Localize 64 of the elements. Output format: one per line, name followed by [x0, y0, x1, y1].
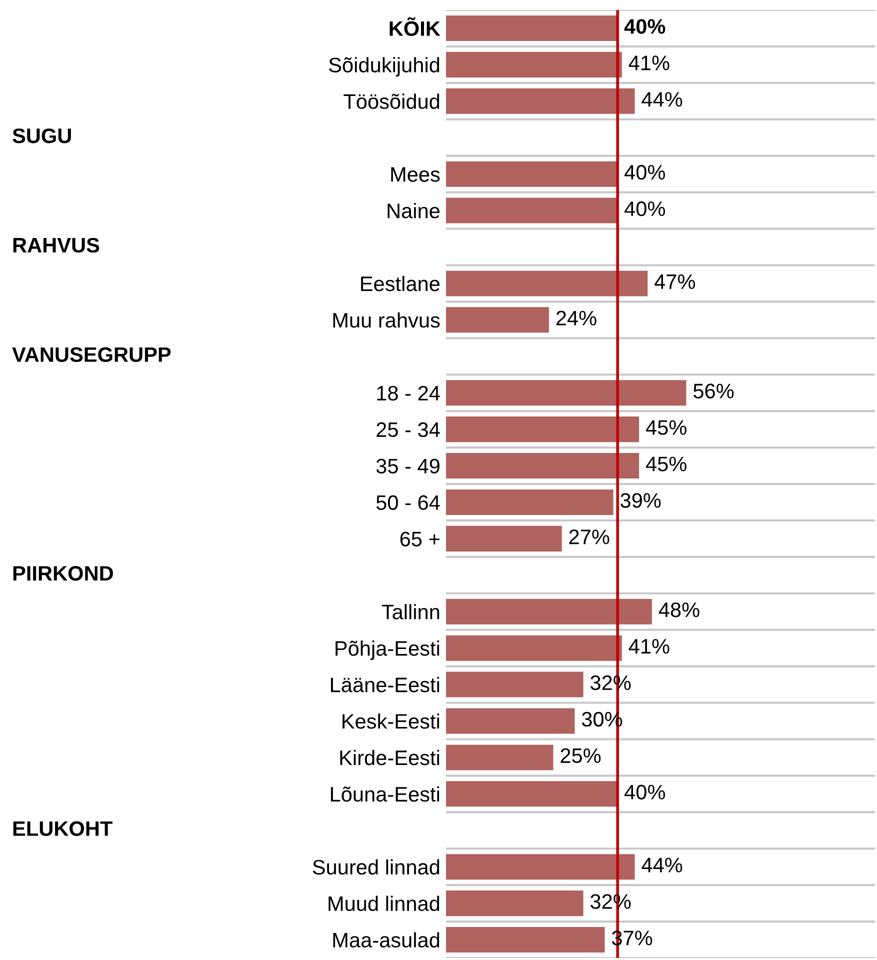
y-tick-label: Eestlane	[361, 276, 440, 292]
bar	[446, 672, 584, 698]
y-tick-label: Kesk-Eesti	[342, 713, 440, 729]
y-tick-label: 25 - 34	[376, 422, 440, 438]
y-tick-label: KÕIK	[390, 17, 440, 36]
y-tick-label: Suured linnad	[312, 859, 440, 875]
y-tick-label: Maa-asulad	[333, 932, 440, 948]
text: PIIRKOND	[13, 566, 113, 581]
y-tick-label: 65 +	[400, 532, 440, 546]
data-label: 41%	[628, 639, 670, 654]
data-label: 56%	[694, 384, 734, 398]
bar	[446, 598, 652, 624]
y-tick-label: Mees	[391, 167, 440, 182]
text: VANUSEGRUPP	[12, 347, 171, 362]
data-label: 44%	[642, 92, 682, 107]
y-tick-label: Töösõidud	[344, 94, 440, 109]
y-tick-label: Lääne-Eesti	[330, 676, 440, 692]
bar	[446, 198, 618, 224]
bar	[446, 15, 618, 41]
bar	[446, 489, 614, 515]
data-label: 40%	[624, 784, 665, 800]
y-tick-label: Kirde-Eesti	[340, 750, 440, 766]
text: SUGU	[12, 128, 71, 144]
bar	[446, 526, 562, 552]
y-tick-label: Tallinn	[382, 604, 440, 620]
bar	[446, 854, 635, 880]
data-label: 27%	[569, 530, 610, 544]
y-tick-label: 50 - 64	[376, 495, 440, 510]
bar	[446, 781, 618, 807]
y-tick-label: 35 - 49	[376, 458, 440, 474]
text: RAHVUS	[13, 238, 100, 253]
data-label: 40%	[624, 19, 666, 34]
bar	[446, 744, 554, 770]
bar	[446, 88, 635, 114]
y-tick-label: Lõuna-Eesti	[330, 786, 440, 802]
y-tick-label: Naine	[388, 202, 440, 218]
y-tick-label: Sõidukijuhid	[329, 57, 440, 77]
data-label: 45%	[646, 420, 686, 435]
data-label: 47%	[654, 274, 696, 289]
bar	[446, 307, 549, 333]
bar	[446, 635, 622, 661]
bar	[446, 416, 640, 442]
bar	[446, 380, 686, 406]
y-tick-label: 18 - 24	[377, 386, 440, 401]
bar	[446, 927, 605, 953]
y-tick-label: Põhja-Eesti	[336, 640, 440, 660]
data-label: 41%	[628, 56, 670, 70]
bar	[446, 453, 640, 479]
data-label: 24%	[556, 310, 596, 326]
bar	[446, 52, 622, 78]
data-label: 40%	[624, 201, 665, 216]
data-label: 45%	[646, 456, 686, 472]
bar	[446, 161, 618, 187]
text: ELUKOHT	[13, 821, 112, 836]
data-label: 40%	[624, 164, 665, 180]
bar	[446, 270, 648, 296]
y-tick-label: Muu rahvus	[333, 312, 440, 328]
data-label: 48%	[658, 602, 700, 618]
data-label: 44%	[642, 858, 682, 872]
y-tick-label: Muud linnad	[328, 896, 440, 912]
bar	[446, 708, 575, 734]
data-label: 25%	[560, 748, 601, 764]
data-label: 39%	[620, 493, 661, 508]
bar	[446, 890, 584, 916]
